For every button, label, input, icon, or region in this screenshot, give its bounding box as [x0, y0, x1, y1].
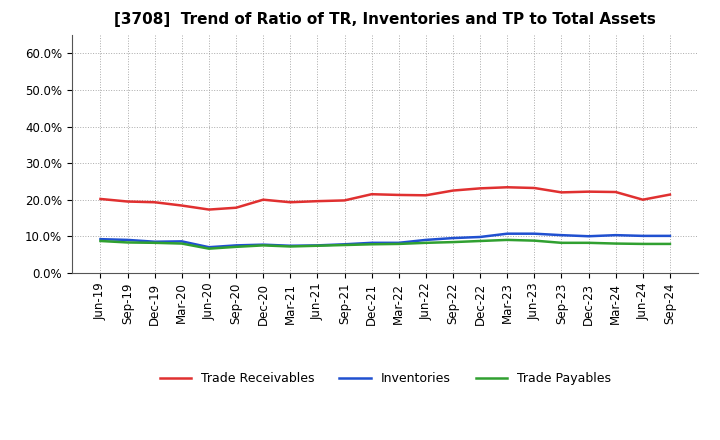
Trade Payables: [286, 244, 294, 249]
Trade Receivables: [204, 207, 213, 212]
Trade Receivables: [421, 193, 430, 198]
Inventories: [367, 240, 376, 246]
Trade Payables: [259, 243, 268, 248]
Line: Trade Payables: Trade Payables: [101, 240, 670, 249]
Trade Payables: [449, 239, 457, 245]
Trade Payables: [421, 240, 430, 246]
Inventories: [611, 232, 620, 238]
Inventories: [584, 234, 593, 239]
Trade Receivables: [96, 196, 105, 202]
Inventories: [665, 233, 674, 238]
Trade Receivables: [584, 189, 593, 194]
Trade Receivables: [232, 205, 240, 210]
Trade Receivables: [367, 191, 376, 197]
Inventories: [503, 231, 511, 236]
Trade Receivables: [530, 185, 539, 191]
Inventories: [123, 237, 132, 242]
Trade Receivables: [313, 198, 322, 204]
Trade Payables: [123, 240, 132, 245]
Trade Payables: [204, 246, 213, 251]
Inventories: [530, 231, 539, 236]
Inventories: [341, 242, 349, 247]
Trade Receivables: [178, 203, 186, 208]
Trade Payables: [611, 241, 620, 246]
Trade Payables: [367, 242, 376, 247]
Inventories: [178, 239, 186, 244]
Trade Receivables: [150, 200, 159, 205]
Trade Payables: [476, 238, 485, 244]
Trade Payables: [503, 237, 511, 242]
Trade Receivables: [557, 190, 566, 195]
Line: Inventories: Inventories: [101, 234, 670, 247]
Legend: Trade Receivables, Inventories, Trade Payables: Trade Receivables, Inventories, Trade Pa…: [155, 367, 616, 390]
Trade Payables: [584, 240, 593, 246]
Trade Receivables: [611, 189, 620, 194]
Trade Payables: [341, 242, 349, 248]
Inventories: [286, 243, 294, 249]
Inventories: [639, 233, 647, 238]
Trade Payables: [665, 241, 674, 246]
Title: [3708]  Trend of Ratio of TR, Inventories and TP to Total Assets: [3708] Trend of Ratio of TR, Inventories…: [114, 12, 656, 27]
Inventories: [557, 232, 566, 238]
Trade Payables: [639, 241, 647, 246]
Trade Receivables: [503, 185, 511, 190]
Inventories: [421, 237, 430, 242]
Inventories: [204, 245, 213, 250]
Trade Payables: [395, 241, 403, 246]
Inventories: [150, 239, 159, 244]
Inventories: [259, 242, 268, 247]
Trade Receivables: [449, 188, 457, 193]
Inventories: [476, 235, 485, 240]
Inventories: [232, 243, 240, 248]
Inventories: [395, 240, 403, 246]
Trade Receivables: [639, 197, 647, 202]
Inventories: [449, 235, 457, 241]
Inventories: [96, 237, 105, 242]
Inventories: [313, 243, 322, 248]
Line: Trade Receivables: Trade Receivables: [101, 187, 670, 209]
Trade Receivables: [123, 199, 132, 204]
Trade Payables: [178, 241, 186, 246]
Trade Payables: [313, 243, 322, 249]
Trade Receivables: [341, 198, 349, 203]
Trade Receivables: [286, 200, 294, 205]
Trade Payables: [557, 240, 566, 246]
Trade Receivables: [476, 186, 485, 191]
Trade Receivables: [259, 197, 268, 202]
Trade Payables: [530, 238, 539, 243]
Trade Payables: [150, 240, 159, 246]
Trade Payables: [232, 244, 240, 249]
Trade Receivables: [665, 192, 674, 197]
Trade Payables: [96, 238, 105, 244]
Trade Receivables: [395, 192, 403, 198]
